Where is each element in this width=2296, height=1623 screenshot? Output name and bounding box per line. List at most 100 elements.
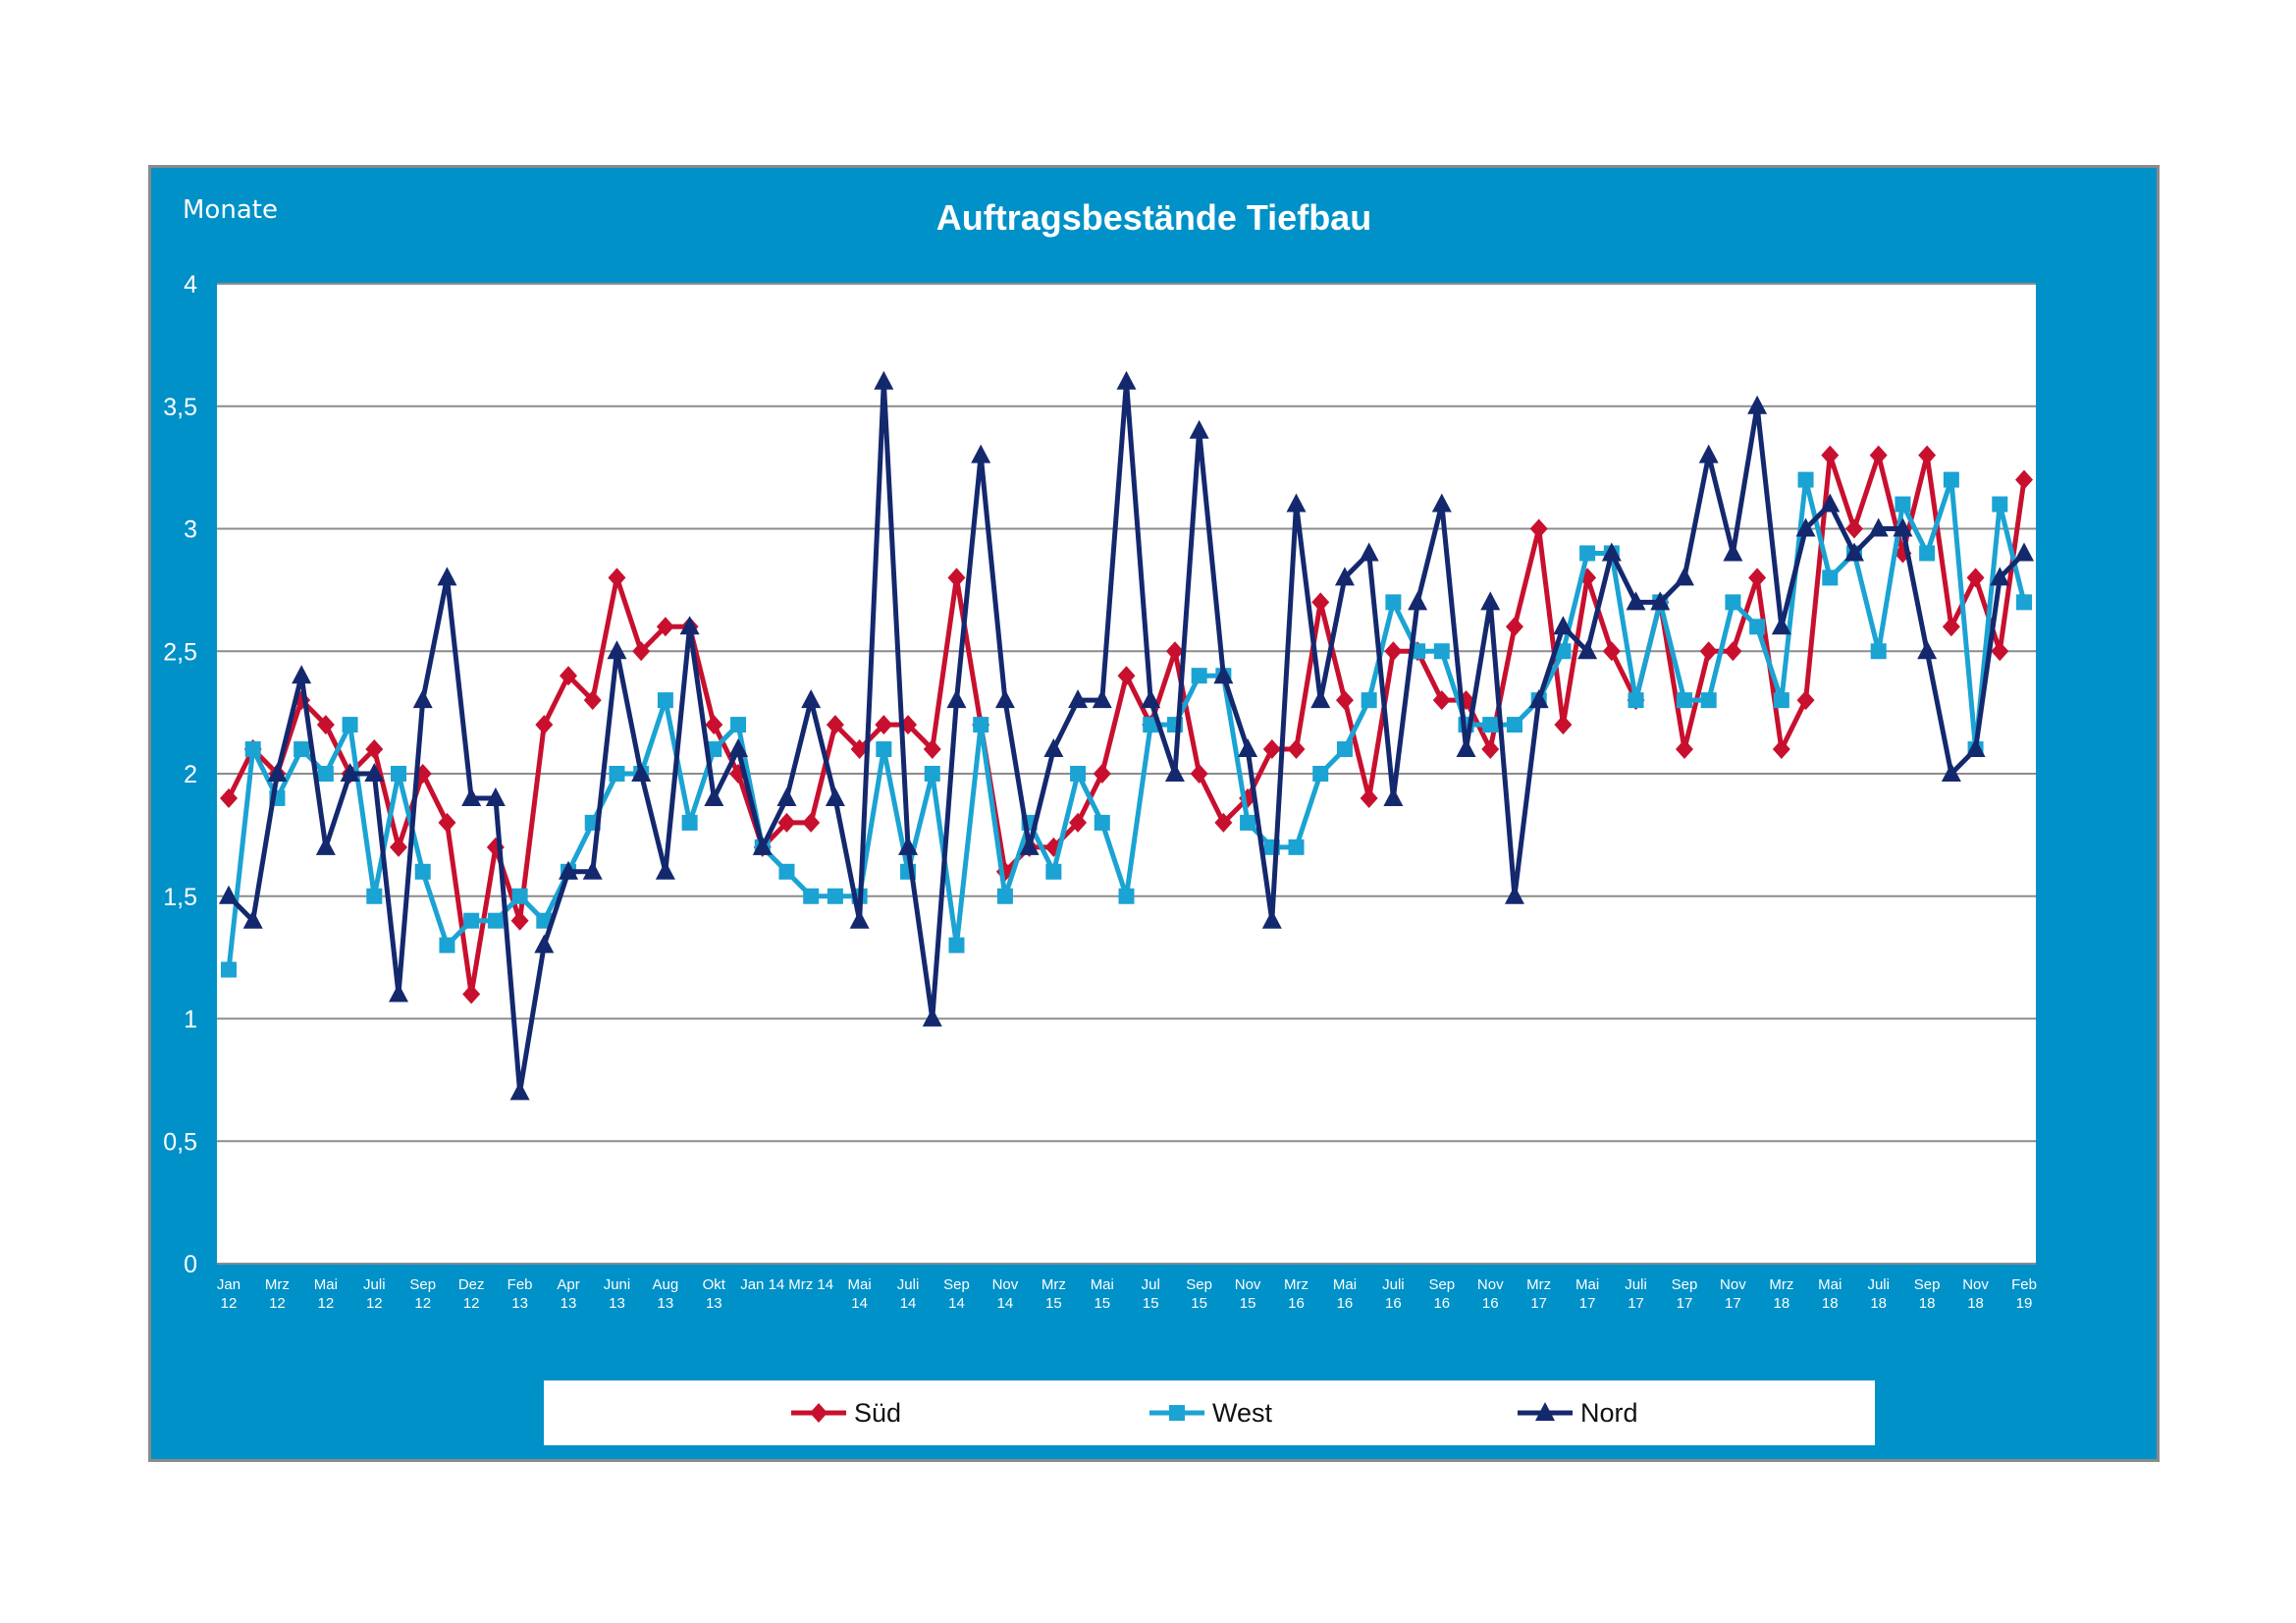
legend-swatch bbox=[1518, 1402, 1573, 1421]
data-point bbox=[1068, 689, 1089, 709]
data-point bbox=[439, 937, 455, 953]
data-point bbox=[778, 863, 795, 880]
x-tick-label: Juli bbox=[1867, 1276, 1890, 1293]
data-point bbox=[1385, 594, 1402, 611]
data-point bbox=[1529, 518, 1548, 539]
x-tick-label: Jan bbox=[217, 1276, 240, 1293]
data-point bbox=[244, 741, 261, 758]
data-point bbox=[803, 888, 820, 904]
x-tick-label: Nov bbox=[1720, 1276, 1746, 1293]
data-point bbox=[1189, 419, 1209, 439]
data-point bbox=[485, 786, 506, 806]
data-point bbox=[1480, 591, 1501, 611]
data-point bbox=[1724, 641, 1742, 662]
data-point bbox=[1286, 493, 1307, 513]
data-point bbox=[1528, 689, 1549, 709]
y-tick-label: 1,5 bbox=[163, 884, 197, 911]
x-tick-label: Aug bbox=[653, 1276, 679, 1293]
data-point bbox=[1700, 692, 1717, 709]
data-point bbox=[1820, 493, 1841, 513]
x-tick-label: Feb bbox=[507, 1276, 533, 1293]
data-point bbox=[1432, 690, 1451, 711]
x-tick-label: Mai bbox=[1575, 1276, 1599, 1293]
data-point bbox=[487, 912, 504, 929]
data-point bbox=[1844, 518, 1863, 539]
data-point bbox=[414, 863, 431, 880]
data-point bbox=[1555, 643, 1572, 660]
data-point bbox=[462, 984, 481, 1004]
data-point bbox=[437, 567, 457, 586]
data-point bbox=[1579, 545, 1596, 562]
data-point bbox=[996, 888, 1013, 904]
y-axis-unit-label: Monate bbox=[183, 195, 278, 225]
data-point bbox=[315, 836, 336, 855]
data-point bbox=[1504, 885, 1524, 904]
x-tick-label: Mai bbox=[848, 1276, 872, 1293]
data-point bbox=[364, 763, 385, 782]
data-point bbox=[1992, 496, 2008, 513]
data-point bbox=[509, 1081, 530, 1101]
x-tick-label-year: 18 bbox=[1870, 1295, 1887, 1312]
x-tick-label-year: 14 bbox=[900, 1295, 917, 1312]
data-point bbox=[1919, 545, 1936, 562]
data-point bbox=[875, 715, 893, 735]
x-tick-label-year: 12 bbox=[366, 1295, 383, 1312]
x-tick-label-year: 19 bbox=[2016, 1295, 2033, 1312]
data-point bbox=[1918, 445, 1937, 465]
x-tick-label: Sep bbox=[1428, 1276, 1455, 1293]
data-point bbox=[1191, 668, 1207, 684]
x-tick-label-year: 12 bbox=[221, 1295, 238, 1312]
y-tick-label: 3 bbox=[184, 516, 197, 544]
data-point bbox=[1312, 766, 1329, 782]
x-tick-label-year: 16 bbox=[1288, 1295, 1305, 1312]
data-point bbox=[534, 934, 555, 953]
x-tick-label-year: 18 bbox=[1773, 1295, 1789, 1312]
data-point bbox=[365, 739, 384, 760]
data-point bbox=[1942, 617, 1960, 637]
data-point bbox=[801, 689, 822, 709]
data-point bbox=[1093, 764, 1111, 784]
data-point bbox=[1676, 692, 1692, 709]
x-tick-label: Mai bbox=[314, 1276, 338, 1293]
data-point bbox=[1553, 616, 1574, 635]
data-point bbox=[1626, 591, 1646, 611]
line-chart: 0 0,5 1 1,5 2 2,5 3 3,5 4 Jan 12 Mrz 12 Mai 12 Juli 12 Se… bbox=[163, 271, 2037, 1312]
data-point bbox=[1577, 640, 1598, 660]
data-point bbox=[1870, 643, 1887, 660]
data-point bbox=[1288, 839, 1305, 855]
x-tick-label-year: 14 bbox=[948, 1295, 965, 1312]
x-tick-label-year: 12 bbox=[463, 1295, 480, 1312]
data-point bbox=[1118, 888, 1135, 904]
x-tick-label-year: 18 bbox=[1822, 1295, 1839, 1312]
data-point bbox=[1675, 739, 1693, 760]
data-point bbox=[1674, 567, 1694, 586]
data-point bbox=[657, 692, 673, 709]
data-point bbox=[849, 909, 870, 929]
x-tick-label-year: 15 bbox=[1143, 1295, 1159, 1312]
x-tick-label-year: 16 bbox=[1385, 1295, 1402, 1312]
x-tick-label: Mai bbox=[1333, 1276, 1357, 1293]
data-point bbox=[559, 860, 579, 880]
data-point bbox=[777, 812, 796, 833]
data-point bbox=[1117, 666, 1136, 686]
legend-item-nord: Nord bbox=[1516, 1380, 1638, 1445]
data-point bbox=[1797, 471, 1814, 488]
data-point bbox=[221, 961, 237, 978]
data-point bbox=[1311, 592, 1330, 613]
legend-marker bbox=[1169, 1405, 1185, 1421]
data-point bbox=[609, 766, 625, 782]
x-tick-label: Mrz bbox=[1526, 1276, 1551, 1293]
data-point bbox=[705, 715, 723, 735]
data-point bbox=[1601, 542, 1622, 562]
x-tick-label: Sep bbox=[409, 1276, 436, 1293]
data-point bbox=[511, 888, 528, 904]
data-point bbox=[1310, 689, 1331, 709]
legend-swatch bbox=[1149, 1405, 1204, 1421]
data-point bbox=[486, 837, 505, 857]
y-tick-label: 3,5 bbox=[163, 394, 197, 421]
data-point bbox=[242, 909, 263, 929]
x-tick-label: Okt bbox=[703, 1276, 726, 1293]
x-tick-label-year: 15 bbox=[1191, 1295, 1207, 1312]
data-point bbox=[874, 370, 894, 390]
x-tick-label-year: 12 bbox=[414, 1295, 431, 1312]
